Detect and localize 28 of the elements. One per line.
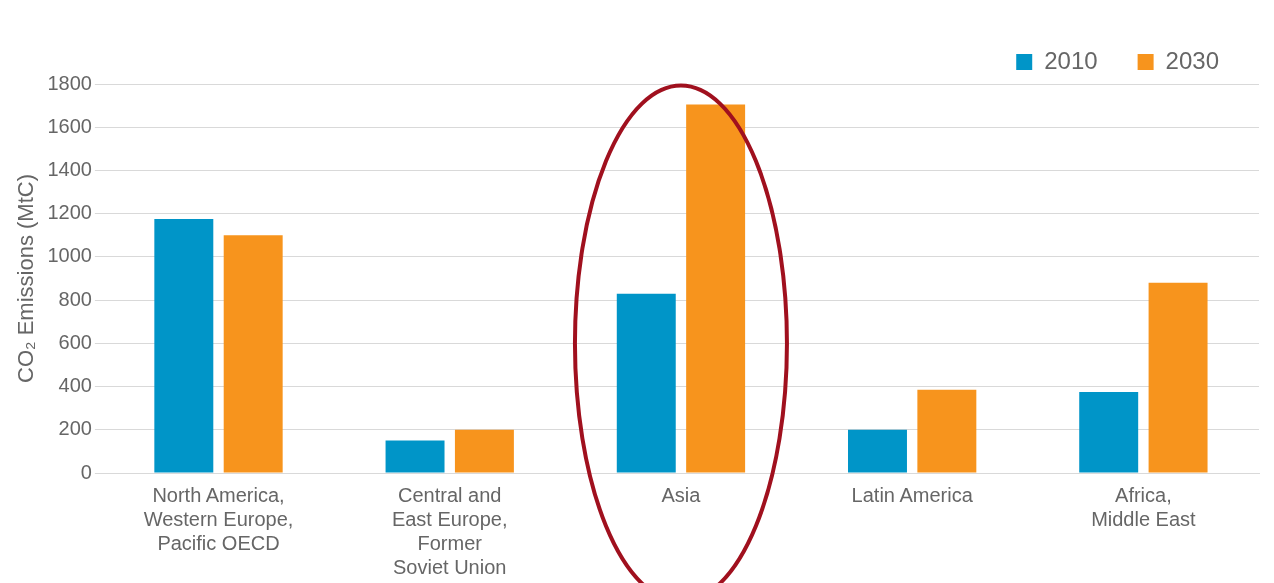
- legend-label: 2010: [1044, 46, 1098, 74]
- bar: [223, 235, 283, 473]
- x-tick-label: North America, Western Europe, Pacific OECD: [143, 483, 294, 554]
- x-tick-label: Africa, Middle East: [1091, 483, 1197, 530]
- y-tick-label: 1000: [47, 244, 92, 267]
- bar: [686, 104, 746, 473]
- bar: [1148, 282, 1208, 473]
- y-tick-label: 1800: [47, 71, 92, 94]
- y-tick-label: 800: [58, 287, 92, 310]
- y-tick-label: 200: [58, 417, 92, 440]
- x-tick-label: Asia: [661, 483, 702, 506]
- bar: [848, 429, 907, 473]
- bar: [917, 389, 977, 473]
- x-tick-label: Latin America: [851, 483, 974, 506]
- bar: [385, 440, 445, 473]
- y-axis-title: CO₂ Emissions (MtC): [13, 174, 39, 383]
- legend-label: 2030: [1165, 46, 1219, 74]
- bar: [454, 429, 514, 473]
- y-tick-label: 0: [80, 460, 92, 483]
- bar: [616, 293, 676, 473]
- bar: [1079, 391, 1139, 473]
- y-tick-label: 1600: [47, 114, 92, 137]
- y-tick-label: 1200: [47, 201, 92, 224]
- y-tick-label: 600: [58, 330, 92, 353]
- x-tick-label: Central and East Europe, Former Soviet Union: [391, 483, 508, 578]
- y-tick-label: 1400: [47, 157, 92, 180]
- y-tick-label: 400: [58, 374, 92, 397]
- bar: [154, 219, 214, 473]
